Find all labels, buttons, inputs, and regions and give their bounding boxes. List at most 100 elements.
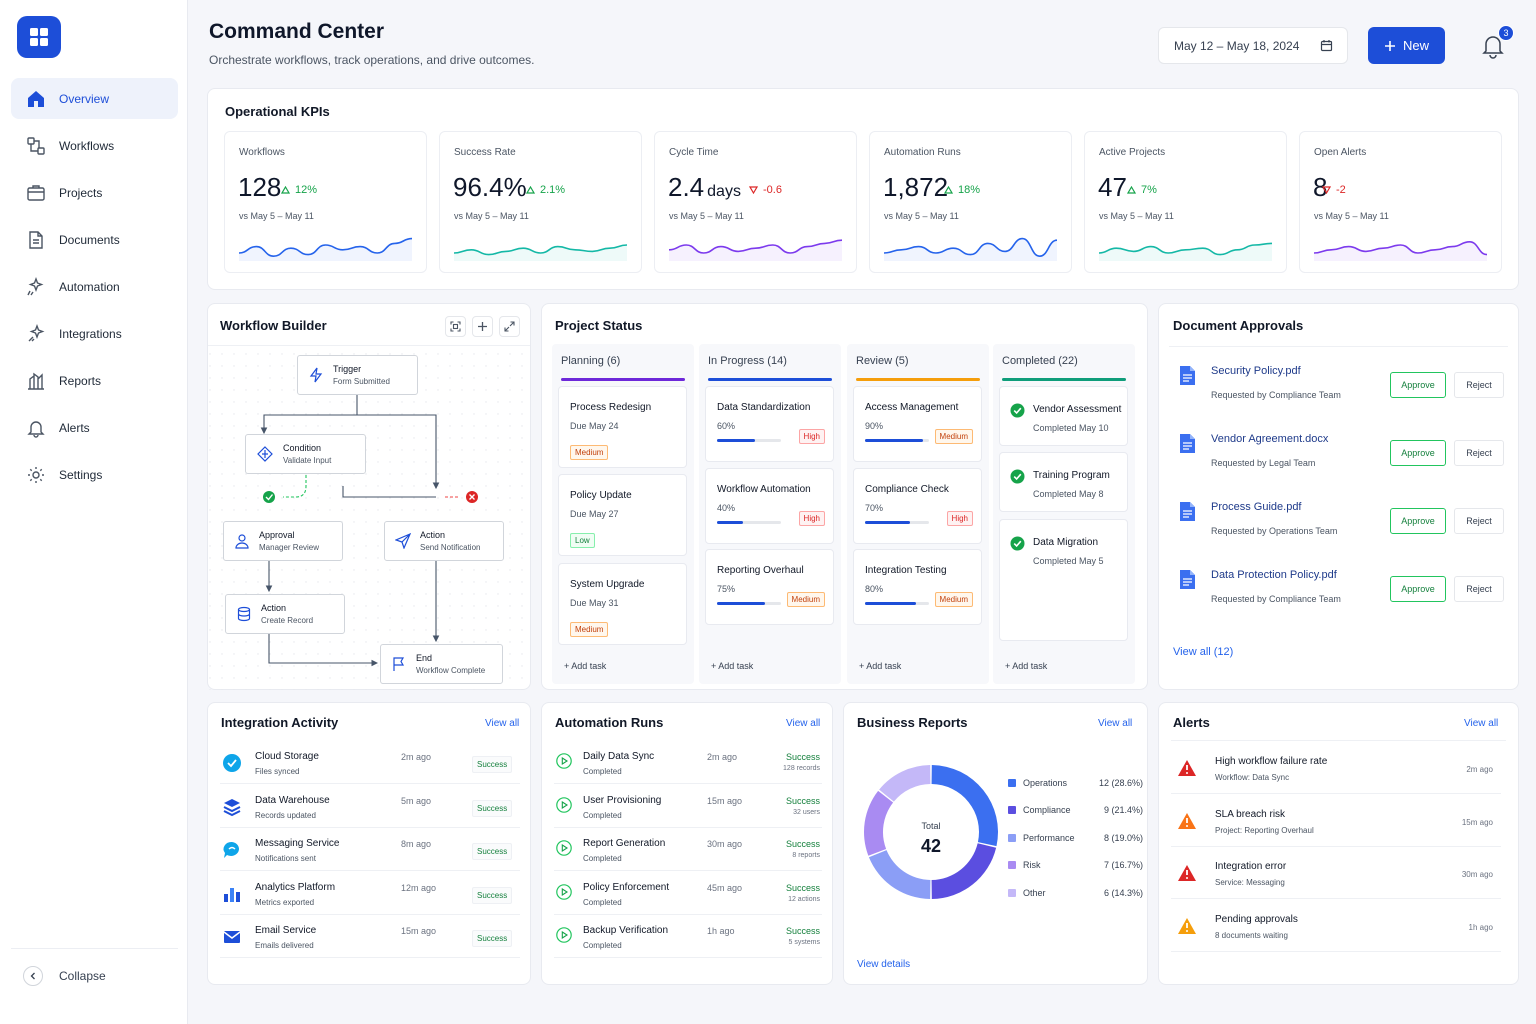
integration-row[interactable]: Email Service Emails delivered 15m ago S… [220, 914, 520, 958]
kpi-tile[interactable]: Active Projects 47 7% vs May 5 – May 11 [1084, 131, 1287, 273]
sidebar-item-projects[interactable]: Projects [11, 172, 178, 213]
view-all-reports-link[interactable]: View all [1098, 718, 1133, 729]
status-badge: Success [785, 926, 820, 936]
kpi-tile[interactable]: Automation Runs 1,872 18% vs May 5 – May… [869, 131, 1072, 273]
alert-row[interactable]: High workflow failure rate Workflow: Dat… [1171, 742, 1501, 794]
integration-row[interactable]: Analytics Platform Metrics exported 12m … [220, 871, 520, 915]
approve-button[interactable]: Approve [1390, 508, 1446, 534]
task-card[interactable]: Data Standardization 60% High [705, 386, 834, 462]
view-all-alerts-link[interactable]: View all [1464, 718, 1499, 729]
kpi-delta: -2 [1322, 184, 1346, 196]
fit-view-button[interactable] [445, 316, 466, 337]
calendar-icon [1320, 40, 1333, 52]
automation-run-row[interactable]: User Provisioning Completed 15m ago Succ… [554, 784, 822, 828]
add-task-button[interactable]: + Add task [1005, 661, 1048, 671]
workflow-node-end[interactable]: End Workflow Complete [380, 644, 503, 684]
task-card[interactable]: Access Management 90% Medium [853, 386, 982, 462]
kpi-label: Automation Runs [884, 147, 961, 158]
add-task-button[interactable]: + Add task [564, 661, 607, 671]
approve-button[interactable]: Approve [1390, 372, 1446, 398]
alert-time: 30m ago [1461, 870, 1493, 879]
sidebar-item-integrations[interactable]: Integrations [11, 313, 178, 354]
sidebar-item-workflows[interactable]: Workflows [11, 125, 178, 166]
sidebar-item-automation[interactable]: Automation [11, 266, 178, 307]
sidebar-item-alerts[interactable]: Alerts [11, 407, 178, 448]
view-details-link[interactable]: View details [857, 959, 911, 970]
expand-button[interactable] [499, 316, 520, 337]
task-card[interactable]: Data Migration Completed May 5 [999, 519, 1128, 641]
add-task-button[interactable]: + Add task [859, 661, 902, 671]
kpi-tile[interactable]: Cycle Time 2.4 days -0.6 vs May 5 – May 1… [654, 131, 857, 273]
kpi-value: 128 [238, 172, 284, 203]
automation-run-row[interactable]: Daily Data Sync Completed 2m ago Success… [554, 740, 822, 784]
workflow-node-send-notification[interactable]: Action Send Notification [384, 521, 504, 561]
donut-slice-compliance[interactable] [931, 843, 997, 899]
alert-row[interactable]: Integration error Service: Messaging 30m… [1171, 847, 1501, 899]
sidebar-item-settings[interactable]: Settings [11, 454, 178, 495]
task-name: Compliance Check [865, 484, 949, 495]
view-all-documents-link[interactable]: View all (12) [1173, 646, 1234, 658]
view-all-automation-link[interactable]: View all [786, 718, 821, 729]
reject-button[interactable]: Reject [1454, 372, 1504, 398]
document-name[interactable]: Vendor Agreement.docx [1211, 433, 1329, 445]
legend-item: Operations 12 (28.6%) [1008, 777, 1143, 791]
view-all-integrations-link[interactable]: View all [485, 718, 520, 729]
donut-slice-performance[interactable] [868, 850, 931, 899]
donut-slice-other[interactable] [879, 765, 931, 802]
reject-button[interactable]: Reject [1454, 508, 1504, 534]
workflow-node-trigger[interactable]: Trigger Form Submitted [297, 355, 418, 395]
approve-button[interactable]: Approve [1390, 440, 1446, 466]
kpi-tile[interactable]: Success Rate 96.4% 2.1% vs May 5 – May 1… [439, 131, 642, 273]
donut-slice-risk[interactable] [864, 790, 894, 856]
workflow-node-approval[interactable]: Approval Manager Review [223, 521, 343, 561]
alert-row[interactable]: SLA breach risk Project: Reporting Overh… [1171, 795, 1501, 847]
branch-icon [257, 446, 273, 462]
integration-row[interactable]: Cloud Storage Files synced 2m ago Succes… [220, 740, 520, 784]
node-subtitle: Send Notification [420, 543, 481, 552]
app-logo[interactable] [17, 16, 61, 58]
kpi-value: 8 [1313, 172, 1330, 203]
donut-slice-operations[interactable] [931, 765, 998, 847]
task-card[interactable]: Workflow Automation 40% High [705, 468, 834, 544]
sidebar-item-overview[interactable]: Overview [11, 78, 178, 119]
add-task-button[interactable]: + Add task [711, 661, 754, 671]
integration-detail: Emails delivered [255, 941, 314, 950]
date-range-picker[interactable]: May 12 – May 18, 2024 [1158, 27, 1348, 64]
notifications-bell-icon[interactable] [1479, 32, 1507, 60]
document-name[interactable]: Security Policy.pdf [1211, 365, 1301, 377]
automation-run-row[interactable]: Policy Enforcement Completed 45m ago Suc… [554, 871, 822, 915]
approve-button[interactable]: Approve [1390, 576, 1446, 602]
sidebar-item-documents[interactable]: Documents [11, 219, 178, 260]
reject-button[interactable]: Reject [1454, 576, 1504, 602]
integration-row[interactable]: Messaging Service Notifications sent 8m … [220, 827, 520, 871]
task-card[interactable]: Reporting Overhaul 75% Medium [705, 549, 834, 625]
legend-item: Risk 7 (16.7%) [1008, 859, 1143, 873]
task-card[interactable]: System Upgrade Due May 31 Medium [558, 563, 687, 645]
sidebar-item-reports[interactable]: Reports [11, 360, 178, 401]
kpi-tile[interactable]: Open Alerts 8 -2 vs May 5 – May 11 [1299, 131, 1502, 273]
kpi-tile[interactable]: Workflows 128 12% vs May 5 – May 11 [224, 131, 427, 273]
task-card[interactable]: Process Redesign Due May 24 Medium [558, 386, 687, 468]
task-card[interactable]: Policy Update Due May 27 Low [558, 474, 687, 556]
add-node-button[interactable] [472, 316, 493, 337]
reject-button[interactable]: Reject [1454, 440, 1504, 466]
workflow-node-create-record[interactable]: Action Create Record [225, 594, 345, 634]
workflow-node-condition[interactable]: Condition Validate Input [245, 434, 366, 474]
new-button[interactable]: New [1368, 27, 1445, 64]
file-icon [1180, 366, 1195, 385]
task-card[interactable]: Training Program Completed May 8 [999, 452, 1128, 512]
integration-row[interactable]: Data Warehouse Records updated 5m ago Su… [220, 784, 520, 828]
document-name[interactable]: Process Guide.pdf [1211, 501, 1302, 513]
document-name[interactable]: Data Protection Policy.pdf [1211, 569, 1337, 581]
play-circle-icon [556, 840, 572, 856]
automation-runs-title: Automation Runs [555, 715, 664, 730]
task-card[interactable]: Vendor Assessment Completed May 10 [999, 386, 1128, 446]
task-card[interactable]: Integration Testing 80% Medium [853, 549, 982, 625]
automation-run-row[interactable]: Backup Verification Completed 1h ago Suc… [554, 914, 822, 958]
alert-row[interactable]: Pending approvals 8 documents waiting 1h… [1171, 900, 1501, 952]
task-completed-date: Completed May 5 [1033, 556, 1104, 566]
kanban-column: Planning (6) Process Redesign Due May 24… [552, 344, 694, 684]
collapse-button[interactable]: Collapse [11, 957, 178, 995]
automation-run-row[interactable]: Report Generation Completed 30m ago Succ… [554, 827, 822, 871]
task-card[interactable]: Compliance Check 70% High [853, 468, 982, 544]
